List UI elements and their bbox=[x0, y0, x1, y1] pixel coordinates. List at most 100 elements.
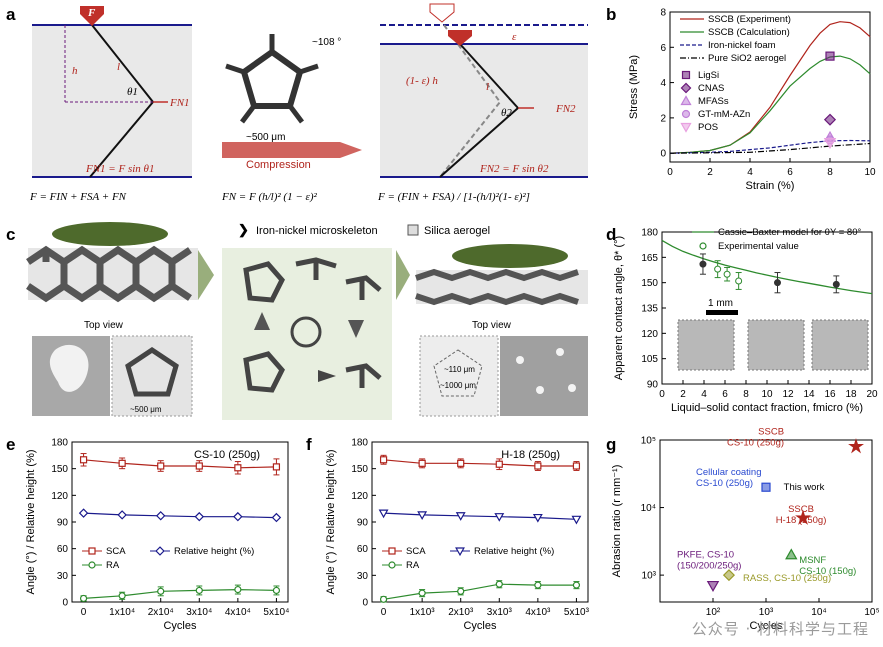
sem-right bbox=[500, 336, 588, 416]
data-point bbox=[157, 462, 165, 470]
legend-marker bbox=[88, 561, 96, 569]
label-theta1: θ1 bbox=[127, 86, 138, 98]
x-tick-label: 0 bbox=[81, 607, 87, 618]
x-tick-label: 0 bbox=[381, 607, 387, 618]
x-tick-label: 5x10³ bbox=[564, 607, 590, 618]
data-point bbox=[195, 586, 203, 595]
legend-skeleton-icon: ❯ bbox=[238, 222, 249, 238]
y-tick-label: 180 bbox=[641, 228, 658, 239]
y-tick-label: 120 bbox=[51, 491, 68, 502]
aerogel-box-left bbox=[32, 25, 192, 177]
legend-marker bbox=[680, 122, 692, 133]
legend-aerogel-icon bbox=[407, 224, 419, 236]
legend-label: SSCB (Experiment) bbox=[708, 14, 791, 25]
data-point bbox=[418, 589, 426, 597]
data-point bbox=[699, 260, 707, 268]
legend-marker bbox=[388, 561, 396, 569]
data-point bbox=[378, 509, 389, 519]
legend-label: Relative height (%) bbox=[474, 546, 554, 557]
panel-a: a F h l θ1 FN1 FN1 = F sin θ1 F = FIN + … bbox=[6, 3, 588, 203]
data-point bbox=[714, 265, 722, 273]
panel-c: c Top view ~500 μm ❯ Iron-nickel microsk… bbox=[6, 222, 588, 420]
x-tick-label: 0 bbox=[659, 389, 665, 400]
label-fn1: FN1 bbox=[169, 97, 190, 109]
data-point bbox=[823, 137, 837, 150]
chart-e: 0 1x10⁴ 2x10⁴ 3x10⁴ 4x10⁴ 5x10⁴ 0 30 60 90 120 150 1… bbox=[6, 435, 289, 632]
inset-micrograph bbox=[811, 319, 869, 371]
label-fn2: FN2 bbox=[555, 103, 576, 115]
point-label: (150/200/250g) bbox=[677, 561, 741, 572]
abrader-right bbox=[452, 244, 568, 268]
legend-label: Relative height (%) bbox=[174, 546, 254, 557]
data-point bbox=[723, 270, 731, 278]
data-point bbox=[457, 459, 465, 467]
legend-marker bbox=[681, 109, 691, 119]
eq-left: F = FIN + FSA + FN bbox=[29, 191, 127, 203]
microskeleton-icon bbox=[225, 34, 319, 124]
chart-g: 10² 10³ 10⁴ 10⁵ 10³ 10⁴ 10⁵ Cycles Abrasion rati… bbox=[606, 427, 880, 632]
y-tick-label: 150 bbox=[51, 464, 68, 475]
svg-text:F: F bbox=[87, 7, 96, 19]
point-label: Cellular coating bbox=[696, 467, 761, 478]
y-axis-label: Angle (°) / Relative height (%) bbox=[325, 449, 337, 594]
x-tick-label: 8 bbox=[743, 389, 749, 400]
y-tick-label: 150 bbox=[641, 278, 658, 289]
compression-label: Compression bbox=[246, 159, 311, 171]
label-l2: l bbox=[486, 81, 489, 93]
chart-b: 0 2 4 6 8 10 0 2 4 6 8 Strain (%) Stress (MPa) b SSCB … bbox=[606, 5, 876, 192]
data-point bbox=[233, 511, 243, 522]
x-tick-label: 6 bbox=[722, 389, 728, 400]
data-point bbox=[157, 587, 165, 595]
legend-label: Experimental value bbox=[718, 241, 799, 252]
legend-label: GT-mM-AZn bbox=[698, 109, 750, 120]
data-point bbox=[534, 581, 542, 589]
data-point bbox=[379, 456, 388, 464]
data-point bbox=[457, 587, 465, 595]
legend-label: SSCB (Calculation) bbox=[708, 27, 790, 38]
x-tick-label: 10 bbox=[864, 167, 876, 178]
dim-500: ~500 μm bbox=[130, 405, 162, 414]
data-point bbox=[571, 515, 582, 525]
data-point bbox=[572, 462, 581, 470]
panel-letter-d: d bbox=[606, 225, 616, 244]
scale-bar-label: 1 mm bbox=[708, 298, 733, 309]
x-tick-label: 10 bbox=[761, 389, 773, 400]
data-point bbox=[78, 508, 89, 518]
legend-label: Cassie–Baxter model for θY = 80° bbox=[718, 227, 861, 238]
legend-label: POS bbox=[698, 122, 718, 133]
legend-aerogel: Silica aerogel bbox=[424, 225, 490, 237]
data-point bbox=[706, 580, 720, 593]
legend-marker bbox=[680, 95, 692, 106]
this-work-label: This work bbox=[784, 482, 825, 493]
chart-title: CS-10 (250g) bbox=[194, 449, 260, 461]
abrader-left bbox=[52, 222, 168, 246]
data-point bbox=[118, 592, 126, 600]
series-line bbox=[669, 55, 871, 154]
data-point bbox=[79, 456, 88, 464]
micro-size: ~500 μm bbox=[246, 132, 285, 143]
point-label: CS-10 (150g) bbox=[799, 566, 856, 577]
x-tick-label: 1x10³ bbox=[410, 607, 436, 618]
x-tick-label: 16 bbox=[824, 389, 836, 400]
x-axis-label: Liquid–solid contact fraction, fmicro (%… bbox=[671, 402, 863, 414]
data-point bbox=[832, 280, 840, 288]
data-point bbox=[534, 462, 542, 470]
plot-frame bbox=[669, 11, 871, 163]
force-arrow-right bbox=[448, 30, 472, 46]
series-line bbox=[83, 512, 277, 519]
topview-right: Top view bbox=[472, 320, 512, 331]
y-tick-label: 10⁵ bbox=[641, 436, 656, 447]
chart-d: 0 2 4 6 8 10 12 14 16 18 20 90 105 120 135 150 165 180 Liq… bbox=[606, 225, 878, 414]
x-tick-label: 12 bbox=[782, 389, 794, 400]
x-tick-label: 18 bbox=[845, 389, 857, 400]
x-tick-label: 4 bbox=[747, 167, 753, 178]
formula-fn1: FN1 = F sin θ1 bbox=[85, 163, 154, 175]
y-tick-label: 105 bbox=[641, 354, 658, 365]
panel-letter-e: e bbox=[6, 435, 15, 454]
x-tick-label: 1x10⁴ bbox=[109, 607, 135, 618]
data-point bbox=[495, 580, 503, 588]
x-tick-label: 0 bbox=[667, 167, 673, 178]
data-point bbox=[785, 548, 798, 560]
legend-marker bbox=[699, 242, 707, 250]
micro-angle: ~108 ° bbox=[312, 37, 341, 48]
